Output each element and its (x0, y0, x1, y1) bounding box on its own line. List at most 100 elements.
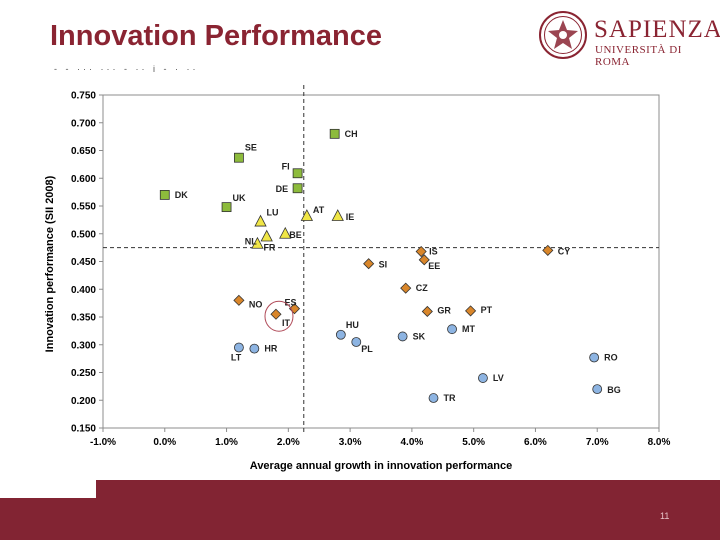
y-tick-label: 0.300 (71, 340, 96, 351)
data-label-dk: DK (175, 190, 188, 200)
data-label-gr: GR (437, 305, 451, 315)
marker-lu (254, 214, 267, 227)
x-tick-label: 5.0% (462, 437, 485, 448)
y-tick-label: 0.650 (71, 146, 96, 157)
data-label-be: BE (289, 230, 302, 240)
x-tick-label: 4.0% (400, 437, 423, 448)
data-label-mt: MT (462, 324, 475, 334)
x-tick-label: 0.0% (153, 437, 176, 448)
marker-cy (542, 244, 554, 256)
marker-fr (251, 236, 264, 249)
data-markers (159, 128, 603, 403)
data-label-fr: FR (263, 243, 275, 253)
y-tick-label: 0.150 (71, 424, 96, 435)
data-label-ch: CH (345, 129, 358, 139)
data-label-bg: BG (607, 385, 621, 395)
data-label-at: AT (313, 205, 325, 215)
data-label-uk: UK (233, 193, 246, 203)
data-label-no: NO (249, 299, 263, 309)
marker-mt (447, 324, 457, 335)
x-tick-label: 7.0% (586, 437, 609, 448)
y-axis-title: Innovation performance (SII 2008) (44, 175, 56, 352)
marker-fi (292, 168, 303, 179)
y-tick-label: 0.550 (71, 202, 96, 213)
data-label-de: DE (276, 184, 289, 194)
marker-no (233, 294, 245, 306)
data-label-lv: LV (493, 373, 504, 383)
marker-at (300, 209, 314, 221)
data-label-sk: SK (413, 331, 426, 341)
marker-hr (249, 343, 260, 354)
university-subtitle: UNIVERSITÀ DI ROMA (595, 44, 682, 68)
marker-lv (478, 373, 488, 383)
x-tick-label: 1.0% (215, 437, 238, 448)
data-label-cz: CZ (416, 283, 428, 293)
x-tick-label: -1.0% (90, 437, 116, 448)
marker-si (363, 258, 375, 270)
marker-ch (329, 128, 340, 139)
marker-ie (331, 209, 344, 221)
marker-it (270, 308, 282, 320)
footer-bar (0, 480, 720, 540)
data-label-pl: PL (361, 344, 373, 354)
y-tick-label: 0.200 (71, 396, 96, 407)
marker-gr (421, 305, 433, 318)
marker-be (279, 226, 292, 239)
marker-ee (418, 254, 430, 266)
marker-lt (234, 342, 244, 353)
data-label-si: SI (379, 260, 388, 270)
data-label-fi: FI (282, 161, 290, 171)
university-seal-icon (539, 11, 587, 59)
x-tick-label: 2.0% (277, 437, 300, 448)
data-label-it: IT (282, 318, 291, 328)
university-name: SAPIENZA (594, 16, 720, 43)
data-label-lt: LT (231, 353, 242, 363)
data-label-se: SE (245, 143, 257, 153)
slide-title: Innovation Performance (50, 20, 382, 52)
y-tick-label: 0.400 (71, 285, 96, 296)
y-tick-label: 0.700 (71, 118, 96, 129)
data-label-cy: CY (558, 246, 571, 256)
x-tick-label: 6.0% (524, 437, 547, 448)
data-label-es: ES (285, 298, 297, 308)
marker-pl (351, 337, 362, 347)
marker-uk (221, 202, 232, 213)
y-tick-label: 0.750 (71, 91, 96, 102)
slide-subtitle: - - ··· ··· - ·· i - · ·· (54, 64, 199, 74)
x-tick-label: 8.0% (648, 437, 671, 448)
marker-pt (465, 305, 477, 317)
marker-is (415, 245, 427, 258)
data-labels: CH SE FI DE DK UK LU AT IE BE NL FR IS CY SI EE CZ NO ES IT… (175, 129, 621, 403)
data-label-nl: NL (245, 237, 257, 247)
data-label-hr: HR (264, 344, 277, 354)
y-tick-label: 0.350 (71, 313, 96, 324)
data-label-hu: HU (346, 320, 359, 330)
y-tick-label: 0.450 (71, 257, 96, 268)
innovation-scatter-chart: 0.150 0.200 0.250 0.300 0.350 0.400 0.450 0.500… (44, 85, 671, 472)
marker-nl (260, 229, 273, 242)
marker-dk (159, 190, 170, 200)
highlight-circle-it (264, 300, 294, 332)
data-label-is: IS (429, 247, 438, 257)
marker-bg (592, 384, 603, 395)
marker-hu (335, 329, 346, 340)
data-label-ie: IE (346, 212, 355, 222)
marker-se (234, 152, 244, 163)
y-tick-label: 0.600 (71, 174, 96, 185)
data-label-tr: TR (444, 393, 456, 403)
reference-lines (103, 85, 659, 434)
data-label-lu: LU (267, 208, 279, 218)
axis-ticks: 0.150 0.200 0.250 0.300 0.350 0.400 0.450 0.500… (71, 91, 671, 449)
x-axis-title: Average annual growth in innovation perf… (250, 460, 512, 472)
marker-cz (400, 282, 412, 294)
data-label-ee: EE (428, 261, 440, 271)
marker-tr (428, 393, 439, 403)
marker-de (292, 183, 303, 194)
data-label-pt: PT (481, 305, 493, 315)
marker-sk (397, 331, 408, 342)
y-tick-label: 0.500 (71, 229, 96, 240)
marker-ro (589, 352, 600, 363)
y-tick-label: 0.250 (71, 368, 96, 379)
university-logo: SAPIENZA UNIVERSITÀ DI ROMA (538, 10, 720, 68)
x-tick-label: 3.0% (339, 437, 362, 448)
